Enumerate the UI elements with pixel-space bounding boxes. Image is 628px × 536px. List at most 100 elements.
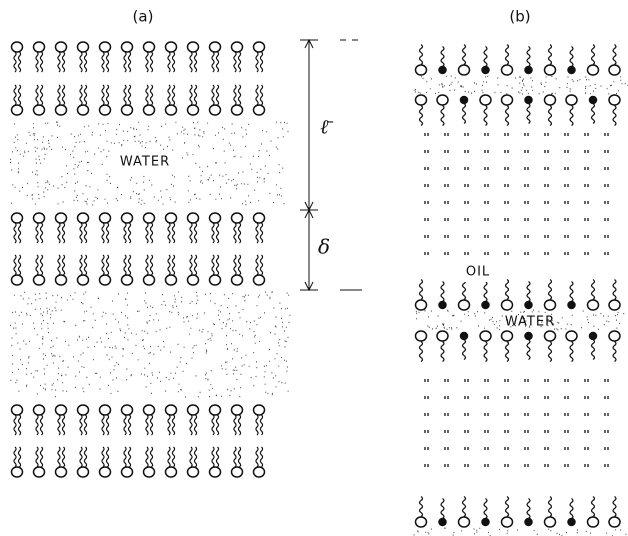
tail [233, 84, 242, 106]
tail [547, 278, 553, 301]
tail [79, 254, 88, 276]
head [10, 404, 24, 416]
head [586, 64, 600, 76]
tail [189, 254, 198, 276]
head [524, 95, 533, 105]
tail [57, 222, 66, 244]
head [142, 274, 156, 286]
head [586, 299, 600, 311]
tail [233, 254, 242, 276]
tail [569, 104, 574, 127]
tail [79, 84, 88, 106]
head [10, 212, 24, 224]
head [76, 404, 90, 416]
head [120, 104, 134, 116]
tail [101, 51, 110, 73]
tail [35, 222, 44, 244]
tail [418, 43, 424, 66]
tail [526, 338, 531, 361]
head [76, 212, 90, 224]
tail [189, 51, 198, 73]
head [436, 94, 449, 106]
tail [79, 446, 88, 468]
head [230, 104, 244, 116]
head [186, 104, 200, 116]
tail [483, 104, 488, 127]
head [120, 274, 134, 286]
head [54, 404, 68, 416]
head [414, 299, 428, 311]
head [457, 299, 471, 311]
tail [211, 51, 220, 73]
head [438, 517, 447, 527]
tail [233, 414, 242, 436]
head [164, 404, 178, 416]
tail [233, 446, 242, 468]
tail [526, 497, 531, 520]
tail [57, 446, 66, 468]
tail [13, 51, 22, 73]
head [208, 212, 222, 224]
tail [255, 414, 264, 436]
head [98, 104, 112, 116]
head [186, 274, 200, 286]
tail [255, 51, 264, 73]
tail [101, 222, 110, 244]
head [142, 212, 156, 224]
head [459, 95, 469, 105]
head [543, 516, 557, 528]
tail [101, 414, 110, 436]
head [524, 65, 533, 75]
head [76, 104, 90, 116]
head [54, 466, 68, 478]
tail [547, 104, 553, 127]
tail [483, 497, 488, 520]
tail [461, 102, 467, 125]
tail [461, 278, 467, 301]
tail [167, 446, 176, 468]
head [586, 516, 600, 528]
head [10, 466, 24, 478]
head [98, 404, 112, 416]
tail [547, 43, 553, 66]
head [524, 300, 533, 310]
head [54, 212, 68, 224]
head [438, 300, 447, 310]
tail [612, 278, 617, 301]
head [142, 404, 156, 416]
tail [547, 495, 553, 518]
tail [440, 340, 445, 363]
head [252, 404, 266, 416]
tail [440, 45, 445, 68]
head [164, 466, 178, 478]
head [543, 94, 557, 106]
water-dots [415, 309, 625, 331]
tail [504, 340, 510, 363]
tail [167, 222, 176, 244]
tail [101, 84, 110, 106]
head [98, 466, 112, 478]
tail [483, 280, 488, 303]
head [567, 300, 576, 310]
head [54, 41, 68, 53]
tail [79, 51, 88, 73]
head [479, 94, 492, 106]
oil-marks [424, 133, 609, 255]
head [565, 94, 578, 106]
head [588, 95, 598, 105]
tail [483, 340, 488, 363]
tail [483, 45, 488, 68]
head [32, 104, 46, 116]
head [414, 64, 428, 76]
tail [461, 495, 467, 518]
tail [123, 84, 132, 106]
head [230, 404, 244, 416]
tail [167, 84, 176, 106]
panel-label: (a) [133, 8, 154, 26]
tail [504, 278, 510, 301]
head [164, 212, 178, 224]
head [500, 64, 514, 76]
head [208, 41, 222, 53]
